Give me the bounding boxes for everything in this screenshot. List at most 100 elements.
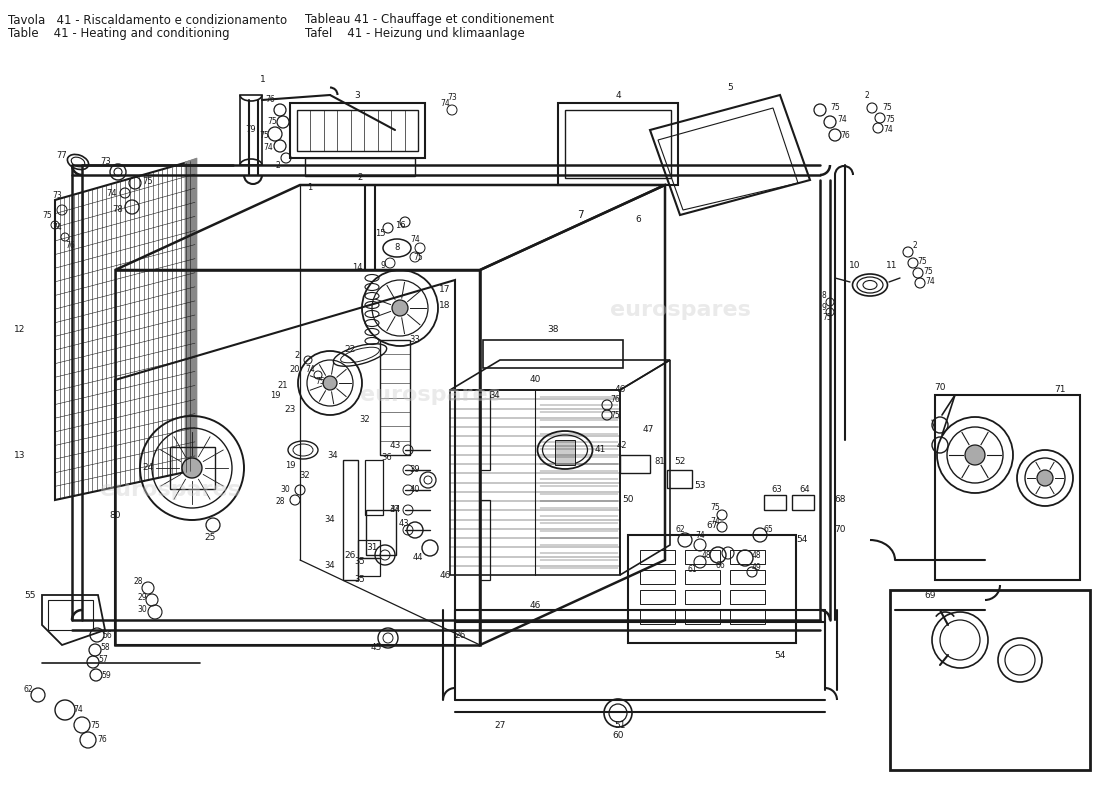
Text: 9: 9: [822, 303, 826, 313]
Text: 50: 50: [623, 495, 634, 505]
Text: 75: 75: [143, 177, 153, 186]
Text: 32: 32: [360, 415, 371, 425]
Text: 74: 74: [73, 706, 82, 714]
Bar: [343, 460, 358, 580]
Text: 43: 43: [398, 518, 409, 527]
Text: 38: 38: [548, 326, 559, 334]
Text: 46: 46: [439, 570, 451, 579]
Text: 67: 67: [706, 521, 717, 530]
Bar: [358, 540, 379, 558]
Text: 26: 26: [454, 630, 465, 639]
Text: Tavola   41 - Riscaldamento e condizionamento: Tavola 41 - Riscaldamento e condizioname…: [8, 14, 287, 26]
Text: 46: 46: [614, 386, 626, 394]
Bar: [366, 510, 396, 555]
Text: 18: 18: [439, 301, 451, 310]
Text: 35: 35: [354, 558, 365, 566]
Text: 74: 74: [440, 98, 450, 107]
Text: 73: 73: [52, 190, 62, 199]
Text: 42: 42: [617, 441, 627, 450]
Text: 53: 53: [694, 481, 706, 490]
Text: 16: 16: [395, 221, 405, 230]
Text: 30: 30: [138, 606, 147, 614]
Text: 74: 74: [263, 143, 273, 153]
Text: 35: 35: [354, 575, 365, 585]
Text: 2: 2: [865, 90, 869, 99]
Text: 3: 3: [354, 91, 360, 101]
Text: 33: 33: [409, 335, 420, 345]
Text: 40: 40: [409, 486, 420, 494]
Text: 62: 62: [23, 686, 33, 694]
Text: 43: 43: [389, 441, 400, 450]
Text: 76: 76: [840, 130, 850, 139]
Text: 32: 32: [299, 470, 310, 479]
Text: 68: 68: [834, 495, 846, 505]
Text: 75: 75: [90, 721, 100, 730]
Text: 74: 74: [107, 189, 118, 198]
Text: 74: 74: [52, 223, 62, 233]
Text: 73: 73: [100, 158, 111, 166]
Text: 73: 73: [447, 94, 456, 102]
Polygon shape: [185, 158, 197, 475]
Bar: [620, 455, 650, 473]
Text: 77: 77: [56, 150, 67, 159]
Bar: [365, 460, 383, 515]
Text: 29: 29: [138, 593, 146, 602]
Text: 58: 58: [100, 643, 110, 653]
Bar: [935, 395, 1080, 580]
Bar: [170, 447, 214, 489]
Text: 22: 22: [344, 346, 355, 354]
Text: 55: 55: [24, 590, 35, 599]
Text: 75: 75: [267, 118, 277, 126]
Text: 15: 15: [375, 229, 385, 238]
Text: 81: 81: [654, 458, 666, 466]
Text: 27: 27: [494, 721, 506, 730]
Text: 49: 49: [751, 563, 761, 573]
Bar: [480, 500, 490, 580]
Bar: [730, 590, 764, 604]
Text: 2: 2: [295, 350, 299, 359]
Text: 8: 8: [822, 290, 826, 299]
Text: 37: 37: [389, 506, 400, 514]
Text: 14: 14: [352, 263, 362, 273]
Text: 76: 76: [65, 241, 75, 250]
Text: 54: 54: [796, 535, 807, 545]
Text: 45: 45: [371, 643, 382, 653]
Text: 28: 28: [275, 498, 285, 506]
Text: 64: 64: [800, 486, 811, 494]
Text: 75: 75: [260, 130, 268, 139]
Text: 39: 39: [409, 466, 420, 474]
Text: Tableau 41 - Chauffage et conditionement: Tableau 41 - Chauffage et conditionement: [305, 14, 554, 26]
Text: 75: 75: [711, 503, 719, 513]
Bar: [379, 340, 410, 455]
Text: 56: 56: [102, 630, 112, 639]
Text: 57: 57: [98, 655, 108, 665]
Bar: [640, 610, 675, 624]
Bar: [667, 470, 692, 488]
Text: 41: 41: [594, 446, 606, 454]
Bar: [556, 440, 575, 465]
Bar: [297, 110, 418, 151]
Text: 6: 6: [635, 215, 641, 225]
Bar: [628, 535, 796, 643]
Text: 24: 24: [142, 463, 154, 473]
Bar: [305, 158, 415, 176]
Text: 74: 74: [883, 126, 893, 134]
Text: 75: 75: [923, 267, 933, 277]
Text: eurospares: eurospares: [609, 300, 750, 320]
Text: 20: 20: [289, 366, 300, 374]
Text: 75: 75: [610, 410, 620, 419]
Bar: [685, 570, 720, 584]
Text: 36: 36: [382, 454, 393, 462]
Circle shape: [182, 458, 202, 478]
Text: 2: 2: [276, 161, 280, 170]
Bar: [640, 590, 675, 604]
Text: 30: 30: [280, 486, 290, 494]
Circle shape: [965, 445, 985, 465]
Bar: [685, 550, 720, 564]
Text: 74: 74: [837, 115, 847, 125]
Text: Table    41 - Heating and conditioning: Table 41 - Heating and conditioning: [8, 26, 230, 39]
Bar: [890, 590, 1090, 770]
Text: 19: 19: [285, 461, 295, 470]
Text: 17: 17: [439, 286, 451, 294]
Text: 62: 62: [675, 526, 685, 534]
